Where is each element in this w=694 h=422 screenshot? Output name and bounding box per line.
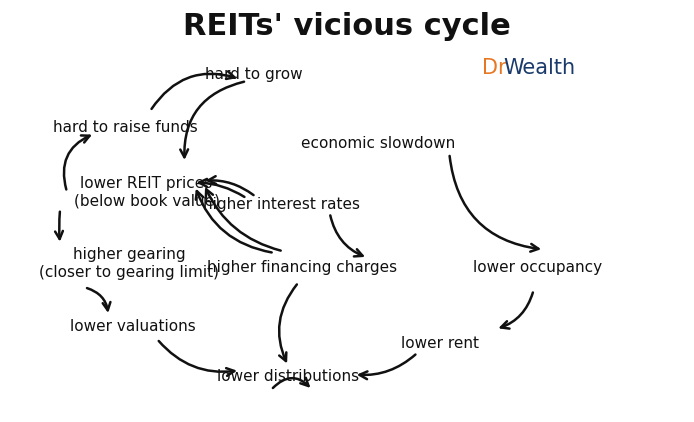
Text: lower rent: lower rent <box>401 335 480 351</box>
Text: lower REIT prices
(below book value): lower REIT prices (below book value) <box>74 176 219 208</box>
Text: Dr: Dr <box>482 59 507 78</box>
Text: economic slowdown: economic slowdown <box>301 136 455 151</box>
Text: lower distributions: lower distributions <box>217 369 359 384</box>
Text: hard to grow: hard to grow <box>205 67 303 82</box>
Text: hard to raise funds: hard to raise funds <box>53 120 198 135</box>
Text: higher interest rates: higher interest rates <box>203 197 359 212</box>
Text: higher financing charges: higher financing charges <box>207 260 397 275</box>
Text: lower valuations: lower valuations <box>70 319 196 334</box>
Text: lower occupancy: lower occupancy <box>473 260 602 275</box>
Text: Wealth: Wealth <box>503 59 575 78</box>
Text: higher gearing
(closer to gearing limit): higher gearing (closer to gearing limit) <box>40 247 219 280</box>
Text: REITs' vicious cycle: REITs' vicious cycle <box>183 12 511 41</box>
